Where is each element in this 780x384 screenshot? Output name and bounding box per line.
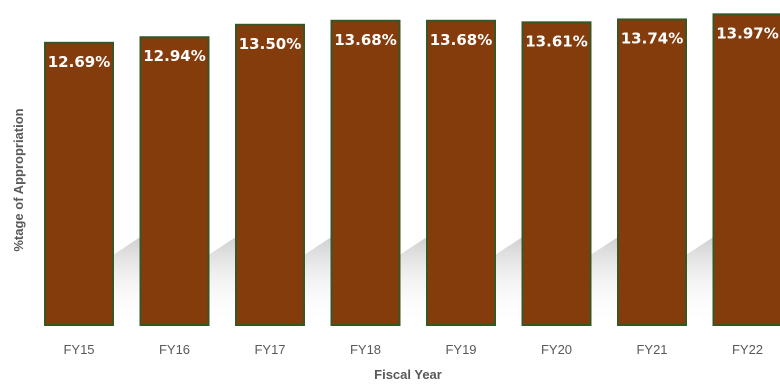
data-label-fy21: 13.74% (621, 29, 683, 47)
data-label-fy22: 13.97% (716, 24, 778, 42)
bar-series (44, 13, 780, 327)
data-label-fy15: 12.69% (48, 53, 110, 71)
x-tick-fy17: FY17 (254, 342, 285, 357)
y-axis-title: %tage of Appropriation (11, 108, 26, 251)
x-tick-fy20: FY20 (541, 342, 572, 357)
bar-fy20 (521, 21, 592, 326)
data-label-fy17: 13.50% (239, 35, 301, 53)
x-tick-fy22: FY22 (732, 342, 763, 357)
x-tick-fy16: FY16 (159, 342, 190, 357)
x-tick-fy18: FY18 (350, 342, 381, 357)
bar-fy18 (330, 19, 401, 326)
bar-fy17 (235, 23, 305, 326)
data-label-fy16: 12.94% (143, 47, 205, 65)
bar-fy19 (426, 19, 496, 326)
data-labels: 12.69% 12.94% 13.50% 13.68% 13.68% 13.61% 13.7… (48, 24, 779, 70)
bar-fy15 (44, 41, 114, 326)
data-label-fy20: 13.61% (525, 32, 587, 50)
data-label-fy19: 13.68% (430, 31, 492, 49)
bar-fy16 (139, 36, 210, 327)
bar-fy21 (617, 18, 687, 326)
x-axis-title: Fiscal Year (374, 367, 442, 382)
x-tick-fy15: FY15 (63, 342, 94, 357)
bar-fy22 (712, 13, 780, 326)
x-tick-fy21: FY21 (636, 342, 667, 357)
data-label-fy18: 13.68% (334, 31, 396, 49)
x-axis-ticks: FY15 FY16 FY17 FY18 FY19 FY20 FY21 FY22 (63, 342, 763, 357)
x-tick-fy19: FY19 (445, 342, 476, 357)
